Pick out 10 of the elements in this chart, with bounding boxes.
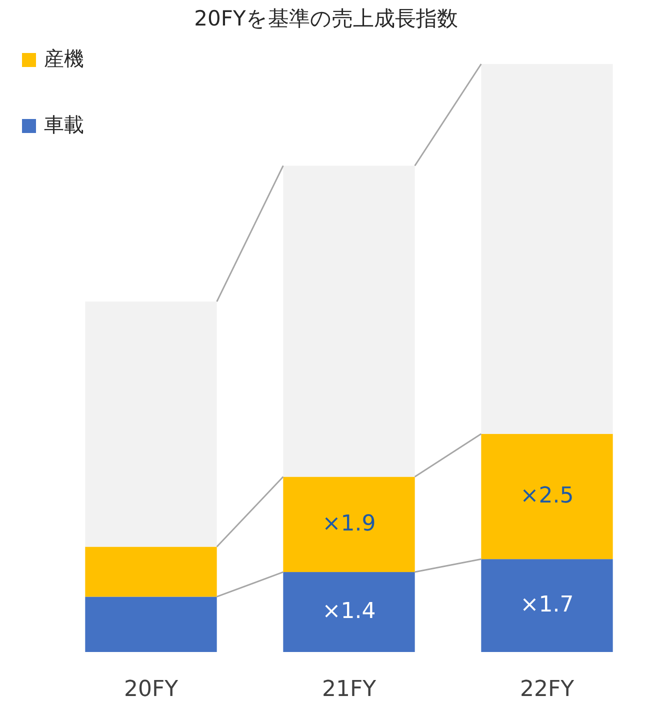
- annotation: ×2.5: [520, 483, 574, 508]
- annotation: ×1.7: [520, 592, 574, 618]
- legend-label: 車載: [44, 112, 84, 136]
- x-tick-label: 22FY: [520, 677, 575, 702]
- annotation: ×1.4: [322, 599, 376, 624]
- chart-title: 20FYを基準の売上成長指数: [194, 6, 458, 31]
- annotation: ×1.9: [322, 511, 376, 536]
- x-tick-label: 20FY: [124, 677, 179, 702]
- legend-label: 産機: [44, 46, 84, 70]
- x-tick-label: 21FY: [322, 677, 377, 702]
